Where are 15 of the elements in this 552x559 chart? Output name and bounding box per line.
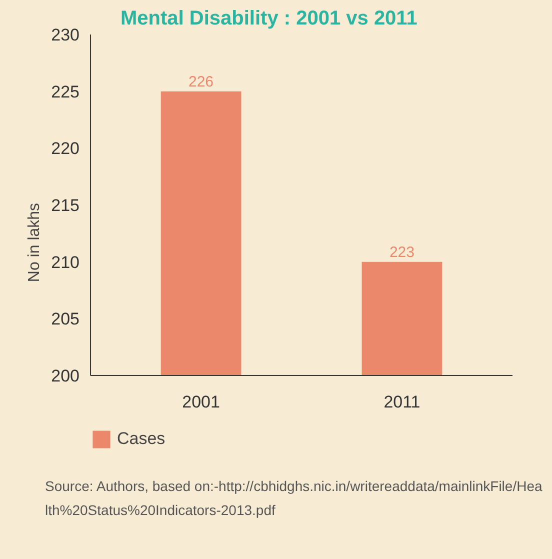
y-tick-label: 210 [51, 252, 80, 272]
y-tick-label: 200 [51, 366, 80, 386]
source-note: Source: Authors, based on:-http://cbhidghs.nic.in/writereaddata/mainlinkFile/Health%20Status%20Indicators-2013.pdf [45, 477, 544, 520]
y-tick-label: 215 [51, 196, 80, 215]
text: 223 [389, 244, 414, 261]
x-tick-label: 2011 [384, 392, 420, 412]
y-axis-title: No in lakhs [26, 202, 44, 282]
legend-label: Cases [117, 429, 166, 449]
y-tick-label: 230 [51, 26, 80, 44]
y-tick-label: 205 [51, 310, 80, 329]
text: 226 [188, 73, 214, 90]
x-tick-label: 2001 [182, 392, 220, 412]
chart-title: Mental Disability : 2001 vs 2011 [120, 8, 418, 30]
y-tick-label: 220 [51, 139, 80, 158]
y-tick-label: 225 [51, 82, 80, 102]
